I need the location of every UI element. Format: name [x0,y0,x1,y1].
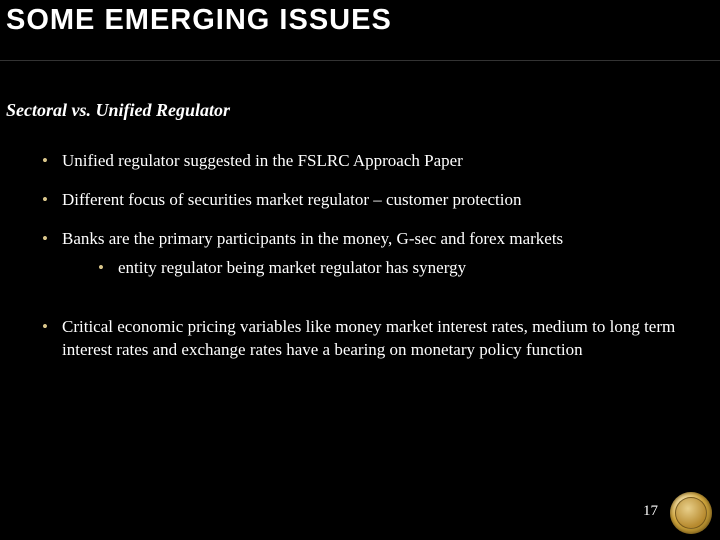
seal-inner-icon [675,497,707,529]
content-area: Unified regulator suggested in the FSLRC… [6,150,700,378]
title-separator [0,60,720,61]
bullet-item: Unified regulator suggested in the FSLRC… [6,150,700,173]
slide: SOME EMERGING ISSUES Sectoral vs. Unifie… [0,0,720,540]
sub-bullet-item: entity regulator being market regulator … [62,257,700,280]
sub-bullet-list: entity regulator being market regulator … [62,257,700,280]
bullet-text: Different focus of securities market reg… [62,190,521,209]
bullet-item: Different focus of securities market reg… [6,189,700,212]
seal-icon [670,492,712,534]
bullet-item: Banks are the primary participants in th… [6,228,700,280]
bullet-text: Unified regulator suggested in the FSLRC… [62,151,463,170]
bullet-list: Unified regulator suggested in the FSLRC… [6,150,700,362]
page-number: 17 [643,503,658,520]
bullet-item: Critical economic pricing variables like… [6,316,700,362]
bullet-text: Banks are the primary participants in th… [62,229,563,248]
slide-title: SOME EMERGING ISSUES [6,4,392,37]
bullet-text: Critical economic pricing variables like… [62,317,675,359]
sub-bullet-text: entity regulator being market regulator … [118,258,466,277]
slide-subtitle: Sectoral vs. Unified Regulator [6,100,230,121]
